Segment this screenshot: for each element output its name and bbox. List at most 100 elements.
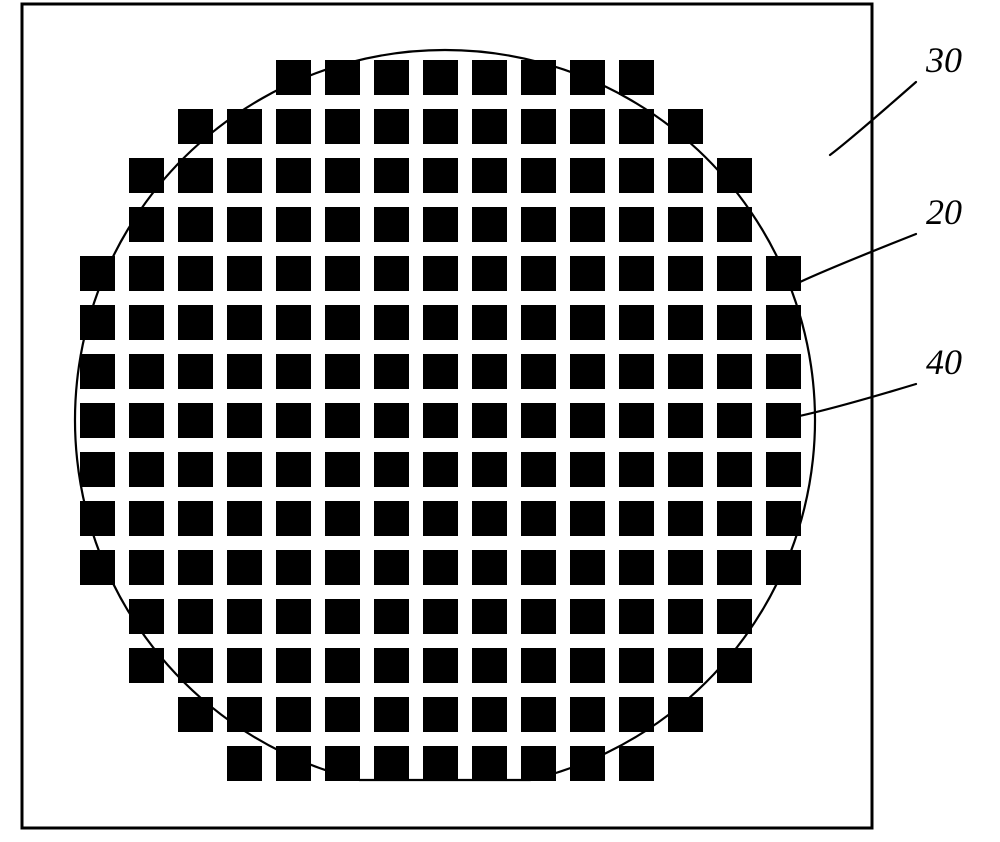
die-square bbox=[668, 697, 703, 732]
die-square bbox=[521, 256, 556, 291]
die-square bbox=[80, 550, 115, 585]
die-square bbox=[521, 403, 556, 438]
die-square bbox=[619, 501, 654, 536]
die-square bbox=[423, 550, 458, 585]
die-square bbox=[570, 452, 605, 487]
die-square bbox=[374, 305, 409, 340]
die-square bbox=[619, 697, 654, 732]
die-square bbox=[178, 501, 213, 536]
die-square bbox=[129, 305, 164, 340]
die-square bbox=[276, 207, 311, 242]
die-square bbox=[570, 550, 605, 585]
die-square bbox=[374, 109, 409, 144]
die-square bbox=[374, 746, 409, 781]
die-square bbox=[472, 109, 507, 144]
die-square bbox=[570, 501, 605, 536]
die-square bbox=[619, 207, 654, 242]
die-square bbox=[80, 403, 115, 438]
die-square bbox=[668, 109, 703, 144]
die-square bbox=[227, 354, 262, 389]
die-square bbox=[619, 109, 654, 144]
die-square bbox=[129, 550, 164, 585]
die-square bbox=[766, 256, 801, 291]
die-square bbox=[619, 158, 654, 193]
die-square bbox=[129, 599, 164, 634]
die-square bbox=[178, 158, 213, 193]
die-square bbox=[227, 452, 262, 487]
die-square bbox=[668, 158, 703, 193]
die-square bbox=[374, 599, 409, 634]
die-square bbox=[521, 354, 556, 389]
die-square bbox=[521, 501, 556, 536]
die-square bbox=[472, 207, 507, 242]
die-square bbox=[570, 403, 605, 438]
die-square bbox=[668, 207, 703, 242]
die-square bbox=[472, 746, 507, 781]
die-square bbox=[472, 158, 507, 193]
die-square bbox=[619, 452, 654, 487]
die-square bbox=[80, 256, 115, 291]
die-square bbox=[178, 550, 213, 585]
die-square bbox=[325, 354, 360, 389]
die-square bbox=[325, 501, 360, 536]
diagram-svg bbox=[0, 0, 1000, 842]
die-square bbox=[717, 550, 752, 585]
die-square bbox=[472, 354, 507, 389]
die-square bbox=[227, 697, 262, 732]
die-square bbox=[80, 452, 115, 487]
die-square bbox=[374, 207, 409, 242]
die-square bbox=[570, 256, 605, 291]
die-square bbox=[129, 452, 164, 487]
die-square bbox=[717, 158, 752, 193]
die-square bbox=[178, 697, 213, 732]
die-square bbox=[227, 403, 262, 438]
die-square bbox=[276, 697, 311, 732]
die-square bbox=[325, 550, 360, 585]
die-square bbox=[619, 354, 654, 389]
die-square bbox=[374, 501, 409, 536]
die-square bbox=[423, 256, 458, 291]
die-square bbox=[325, 599, 360, 634]
die-square bbox=[668, 354, 703, 389]
die-square bbox=[227, 256, 262, 291]
die-square bbox=[766, 305, 801, 340]
die-square bbox=[178, 207, 213, 242]
die-square bbox=[276, 354, 311, 389]
die-square bbox=[276, 403, 311, 438]
die-square bbox=[619, 550, 654, 585]
die-square bbox=[374, 354, 409, 389]
die-square bbox=[276, 648, 311, 683]
die-square bbox=[325, 256, 360, 291]
die-square bbox=[766, 403, 801, 438]
die-square bbox=[717, 354, 752, 389]
die-square bbox=[570, 158, 605, 193]
die-square bbox=[325, 158, 360, 193]
die-square bbox=[472, 648, 507, 683]
die-square bbox=[472, 60, 507, 95]
die-square bbox=[668, 452, 703, 487]
die-square bbox=[80, 354, 115, 389]
die-square bbox=[619, 648, 654, 683]
die-square bbox=[325, 305, 360, 340]
die-square bbox=[129, 158, 164, 193]
die-square bbox=[619, 746, 654, 781]
die-square bbox=[472, 256, 507, 291]
die-square bbox=[570, 60, 605, 95]
die-square bbox=[423, 648, 458, 683]
die-square bbox=[472, 305, 507, 340]
die-square bbox=[521, 648, 556, 683]
die-square bbox=[178, 305, 213, 340]
die-square bbox=[472, 452, 507, 487]
die-square bbox=[570, 697, 605, 732]
die-square bbox=[717, 256, 752, 291]
die-square bbox=[129, 648, 164, 683]
die-square bbox=[276, 599, 311, 634]
die-square bbox=[570, 648, 605, 683]
die-square bbox=[423, 746, 458, 781]
die-square bbox=[178, 648, 213, 683]
die-square bbox=[570, 746, 605, 781]
die-square bbox=[668, 550, 703, 585]
die-square bbox=[521, 109, 556, 144]
die-square bbox=[766, 501, 801, 536]
die-square bbox=[668, 599, 703, 634]
